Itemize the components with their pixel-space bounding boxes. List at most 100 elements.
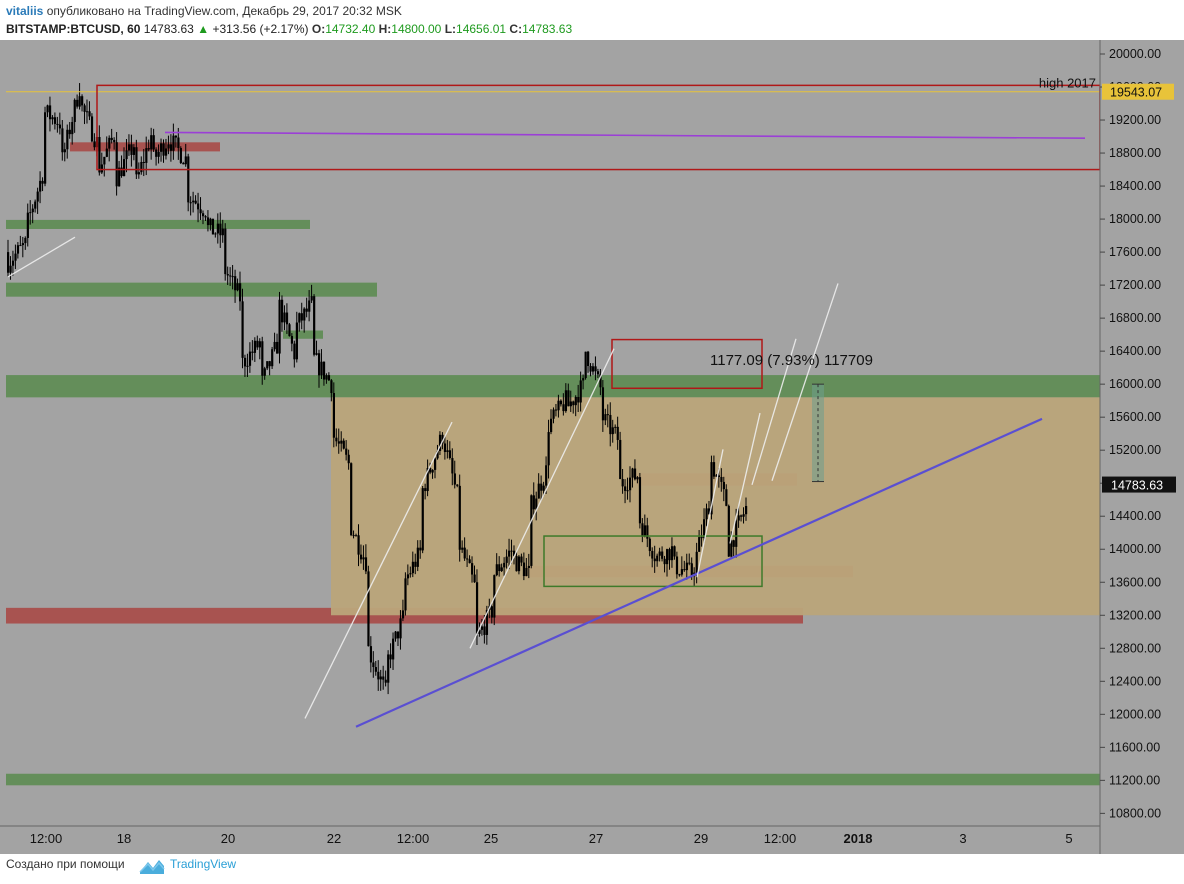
candle-body (382, 676, 385, 680)
candle-body (58, 124, 62, 129)
high-price-tag-label: 19543.07 (1110, 86, 1162, 100)
time-tick-label: 29 (694, 831, 708, 846)
candle-body (283, 312, 286, 323)
candle-body (135, 147, 138, 175)
last-price-tag (1102, 476, 1176, 493)
candle-body (322, 361, 326, 380)
time-tick-label: 22 (327, 831, 341, 846)
candle-body (357, 535, 360, 555)
candle-body (345, 448, 348, 455)
candle-body (258, 341, 261, 348)
candle-body (673, 546, 676, 557)
chart-header: vitaliis опубликовано на TradingView.com… (0, 0, 1184, 40)
candle-body (658, 551, 661, 556)
publish-line: vitaliis опубликовано на TradingView.com… (6, 4, 402, 18)
candle-body (211, 218, 215, 235)
candle-body (517, 556, 521, 572)
candle-body (290, 336, 294, 344)
candle-body (616, 426, 619, 440)
candle-body (120, 167, 123, 177)
candle-body (530, 495, 533, 566)
candle-body (611, 427, 614, 435)
white-trendline (729, 412, 761, 544)
candle-body (547, 432, 550, 466)
candle-body (288, 324, 291, 337)
candle-body (414, 561, 417, 567)
candle-body (174, 135, 178, 138)
candle-body (606, 414, 609, 416)
tradingview-brand[interactable]: TradingView (170, 857, 237, 871)
candle-body (424, 488, 427, 492)
price-tick-label: 18800.00 (1109, 146, 1161, 160)
price-tick-label: 12800.00 (1109, 641, 1161, 655)
candle-body (475, 582, 479, 634)
candle-body (579, 380, 582, 403)
candle-body (527, 565, 530, 568)
candle-body (31, 208, 34, 213)
candle-body (303, 308, 306, 321)
candle-body (508, 550, 511, 557)
candle-body (456, 484, 459, 486)
candle-body (619, 439, 622, 480)
candle-body (93, 141, 96, 148)
candle-body (98, 136, 101, 173)
candle-body (537, 483, 540, 499)
white-trendline (771, 283, 839, 481)
candle-body (194, 200, 197, 204)
candle-body (591, 366, 595, 372)
candle-body (678, 574, 681, 576)
candle-body (362, 557, 365, 560)
candle-body (21, 243, 25, 246)
candle-body (564, 390, 568, 412)
candle-body (295, 322, 298, 360)
candle-body (359, 554, 363, 560)
price-tick-label: 17600.00 (1109, 245, 1161, 259)
candle-body (88, 111, 91, 117)
candle-body (416, 547, 419, 567)
candle-body (490, 606, 493, 618)
candle-body (298, 313, 301, 323)
candle-body (401, 610, 405, 619)
candle-body (285, 312, 289, 325)
candle-body (118, 167, 121, 187)
symbol-label: BITSTAMP:BTCUSD, 60 (6, 22, 141, 36)
candle-body (668, 549, 671, 561)
candle-body (434, 458, 437, 470)
candle-body (206, 217, 210, 226)
candle-body (24, 237, 27, 244)
candle-body (471, 563, 474, 575)
candle-body (473, 574, 476, 583)
candle-body (352, 535, 355, 537)
candle-body (34, 201, 37, 209)
candle-body (372, 662, 375, 668)
candle-body (399, 618, 402, 639)
footer: Создано при помощи TradingView (0, 854, 1184, 884)
price-tick-label: 16800.00 (1109, 311, 1161, 325)
candle-body (505, 556, 508, 563)
price-tick-label: 13200.00 (1109, 608, 1161, 622)
candle-body (392, 638, 395, 660)
candle-body (187, 156, 190, 203)
candle-body (224, 228, 227, 275)
candle-body (234, 276, 237, 291)
price-tick-label: 18400.00 (1109, 179, 1161, 193)
white-trendline (469, 348, 615, 649)
candle-body (209, 218, 212, 226)
candle-body (71, 122, 74, 135)
candle-body (594, 366, 597, 372)
chart-area[interactable]: 20000.0019600.0019200.0018800.0018400.00… (0, 40, 1184, 854)
candle-body (740, 515, 743, 517)
candle-body (251, 351, 254, 353)
price-tick-label: 17200.00 (1109, 278, 1161, 292)
accumulation-box (543, 535, 763, 588)
price-chart[interactable]: 20000.0019600.0019200.0018800.0018400.00… (0, 40, 1184, 854)
candle-body (406, 574, 410, 579)
author-name[interactable]: vitaliis (6, 4, 44, 18)
candle-body (105, 148, 108, 157)
candle-body (577, 396, 580, 403)
high-price-tag (1102, 83, 1174, 100)
candle-body (584, 351, 587, 379)
candle-body (663, 558, 666, 565)
candle-body (515, 556, 518, 572)
candle-body (628, 477, 632, 491)
